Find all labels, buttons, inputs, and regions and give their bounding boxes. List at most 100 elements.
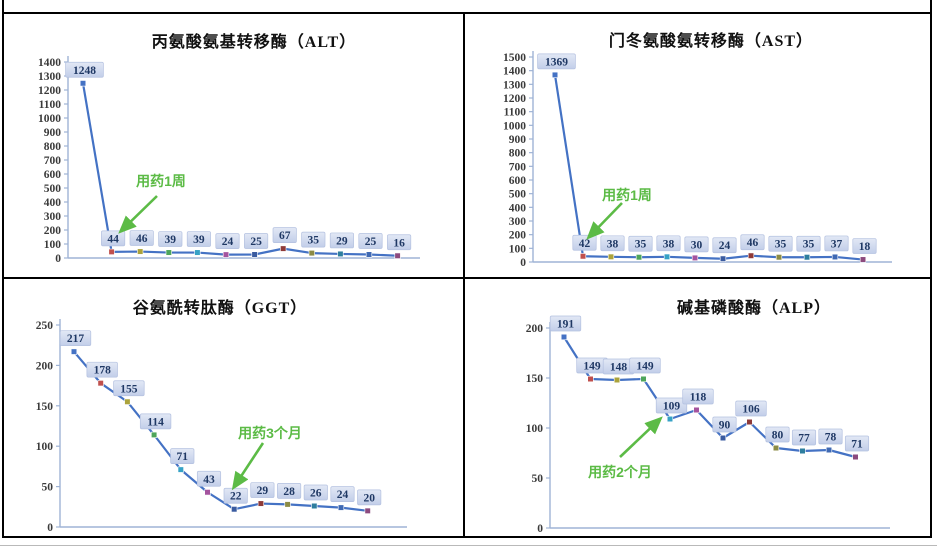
data-point-marker-2-2 [124, 398, 131, 405]
data-label-1-7: 46 [747, 237, 759, 249]
data-point-marker-0-5 [222, 251, 230, 258]
data-label-3-3: 149 [636, 361, 654, 373]
data-point-marker-2-1 [97, 380, 104, 387]
y-tick-label-2: 50 [42, 482, 54, 494]
data-point-marker-3-6 [719, 434, 727, 442]
data-label-box-2-10 [330, 486, 355, 502]
data-label-0-2: 46 [136, 233, 148, 245]
y-tick-label-3: 200 [526, 323, 544, 335]
data-label-box-1-6 [712, 237, 737, 254]
data-label-box-2-2 [113, 380, 145, 397]
annotation-alt: 用药1周 [136, 173, 186, 189]
data-label-0-0: 1248 [73, 65, 96, 77]
data-label-2-9: 26 [310, 487, 322, 499]
data-point-marker-1-2 [607, 253, 615, 260]
data-point-marker-0-11 [394, 252, 401, 259]
data-point-marker-0-10 [365, 251, 373, 258]
y-tick-label-1: 1200 [503, 93, 526, 105]
data-point-marker-0-2 [137, 248, 144, 255]
data-label-box-0-1 [101, 230, 126, 247]
y-tick-label-1: 800 [509, 148, 527, 160]
data-label-box-0-7 [272, 227, 297, 243]
data-label-box-3-3 [629, 357, 661, 374]
chart-title-ggt: 谷氨酰转肽酶（GGT） [132, 300, 308, 317]
data-label-3-8: 80 [772, 430, 784, 442]
data-label-box-1-8 [768, 235, 793, 252]
data-point-marker-2-3 [151, 431, 158, 438]
y-tick-label-2: 250 [36, 320, 54, 332]
annotation-ast: 用药1周 [602, 187, 652, 203]
y-tick-label-0: 100 [44, 239, 62, 251]
data-point-marker-1-8 [775, 254, 783, 261]
y-tick-label-0: 500 [44, 183, 62, 195]
data-label-box-3-9 [791, 429, 817, 446]
data-label-0-11: 16 [393, 237, 405, 249]
chart-title-ast: 门冬氨酸氨转移酶（AST） [608, 33, 814, 50]
y-tick-label-3: 150 [526, 373, 544, 385]
data-point-marker-1-11 [859, 256, 867, 263]
data-point-marker-0-8 [308, 250, 315, 257]
data-label-box-2-3 [139, 413, 172, 430]
data-label-box-3-6 [712, 416, 737, 433]
data-label-box-1-9 [796, 235, 821, 252]
data-label-1-5: 30 [691, 239, 703, 251]
data-label-3-1: 149 [583, 361, 601, 373]
y-tick-label-1: 1400 [503, 66, 526, 78]
data-label-box-3-7 [735, 400, 767, 417]
data-label-box-2-7 [250, 482, 275, 498]
y-tick-label-1: 400 [509, 202, 527, 214]
annotation-arrow-3 [619, 416, 663, 458]
data-label-box-0-3 [158, 231, 183, 247]
data-point-marker-1-3 [635, 254, 643, 261]
data-label-0-7: 67 [279, 230, 291, 242]
annotation-arrow-0 [118, 195, 158, 234]
data-label-box-3-0 [549, 315, 582, 332]
data-label-3-5: 118 [690, 392, 707, 404]
data-label-1-10: 37 [831, 238, 843, 250]
data-point-marker-1-7 [747, 252, 755, 259]
data-label-2-3: 114 [147, 416, 164, 428]
data-label-box-1-11 [852, 238, 877, 254]
data-label-box-3-5 [682, 388, 714, 405]
data-label-box-3-10 [818, 428, 843, 445]
data-label-1-9: 35 [803, 239, 815, 251]
data-label-box-1-7 [740, 234, 765, 251]
y-tick-label-0: 800 [44, 141, 62, 153]
data-point-marker-1-5 [691, 254, 699, 262]
data-label-2-11: 20 [363, 492, 375, 504]
y-tick-label-0: 1300 [38, 71, 61, 83]
data-label-1-0: 1369 [545, 56, 568, 68]
data-point-marker-0-6 [251, 251, 258, 258]
data-point-marker-0-1 [108, 248, 115, 255]
data-point-marker-2-4 [177, 466, 184, 473]
data-point-marker-3-5 [693, 406, 700, 414]
data-label-3-9: 77 [798, 433, 810, 445]
data-point-marker-2-9 [311, 502, 318, 510]
annotation-arrow-1 [586, 202, 623, 240]
data-point-marker-1-1 [579, 253, 587, 260]
data-label-2-6: 22 [230, 491, 242, 503]
chart-title-alp: 碱基磷酸酶（ALP） [676, 300, 831, 317]
data-label-1-2: 38 [607, 238, 619, 250]
data-label-2-0: 217 [67, 333, 85, 345]
data-label-3-4: 109 [663, 401, 681, 413]
y-tick-label-1: 700 [509, 161, 527, 173]
data-point-marker-1-10 [831, 253, 839, 261]
frame-border-top [2, 12, 932, 14]
data-label-1-1: 42 [579, 238, 591, 250]
data-point-marker-3-11 [852, 453, 859, 461]
data-point-marker-0-3 [165, 249, 172, 256]
data-label-box-3-8 [765, 426, 790, 443]
y-tick-label-0: 0 [55, 253, 61, 265]
data-label-box-1-0 [537, 53, 576, 70]
data-label-box-2-0 [59, 330, 92, 347]
data-label-2-8: 28 [283, 486, 295, 498]
data-label-3-6: 90 [719, 420, 731, 432]
data-point-marker-3-8 [772, 444, 780, 452]
data-label-1-11: 18 [859, 241, 871, 253]
data-label-2-1: 178 [94, 365, 112, 377]
data-point-marker-1-4 [663, 253, 671, 260]
chart-title-alt: 丙氨酸氨基转移酶（ALT） [151, 34, 357, 51]
data-label-box-0-9 [329, 232, 354, 249]
data-point-marker-3-9 [799, 447, 806, 455]
